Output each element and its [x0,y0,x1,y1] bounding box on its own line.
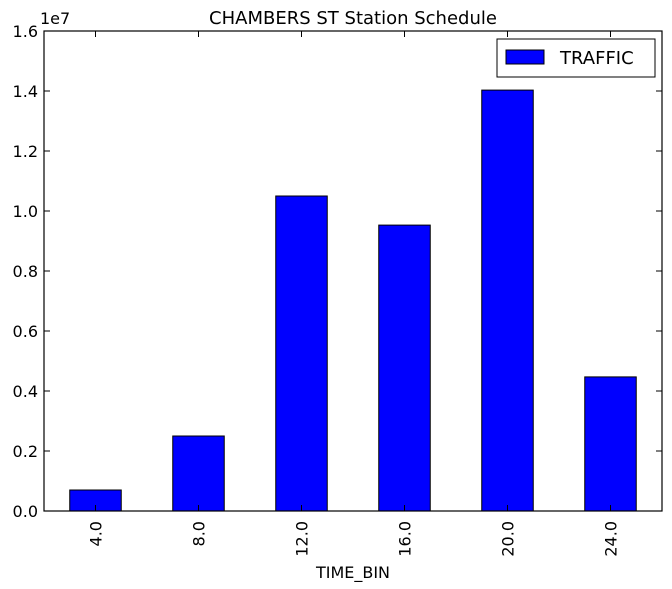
y-tick-label: 0.0 [13,502,38,521]
x-axis-ticks: 4.0 8.0 12.0 16.0 20.0 24.0 [87,31,621,557]
y-tick-label: 0.8 [13,262,38,281]
y-tick-label: 1.6 [13,22,38,41]
bar [481,89,534,512]
bar [584,376,637,512]
y-tick-label: 0.6 [13,322,38,341]
bar [275,195,328,512]
y-scale-label: 1e7 [40,9,70,28]
bar [172,435,225,512]
x-tick-label: 16.0 [396,521,415,557]
legend-label: TRAFFIC [559,48,634,69]
y-tick-label: 0.4 [13,382,38,401]
y-tick-label: 1.0 [13,202,38,221]
legend-swatch [505,49,545,65]
x-tick-label: 12.0 [293,521,312,557]
x-tick-label: 20.0 [499,521,518,557]
plot-frame [43,30,663,512]
x-axis-label: TIME_BIN [315,563,390,583]
y-tick-label: 0.2 [13,442,38,461]
bar [378,224,431,512]
chart-title: CHAMBERS ST Station Schedule [209,8,497,29]
legend: TRAFFIC [496,38,656,78]
x-tick-label: 24.0 [602,521,621,557]
y-tick-label: 1.4 [13,82,38,101]
x-tick-label: 4.0 [87,521,106,546]
y-axis-ticks: 0.0 0.2 0.4 0.6 0.8 1.0 1.2 1.4 1.6 [13,22,662,521]
bars [69,89,637,512]
x-tick-label: 8.0 [190,521,209,546]
y-tick-label: 1.2 [13,142,38,161]
